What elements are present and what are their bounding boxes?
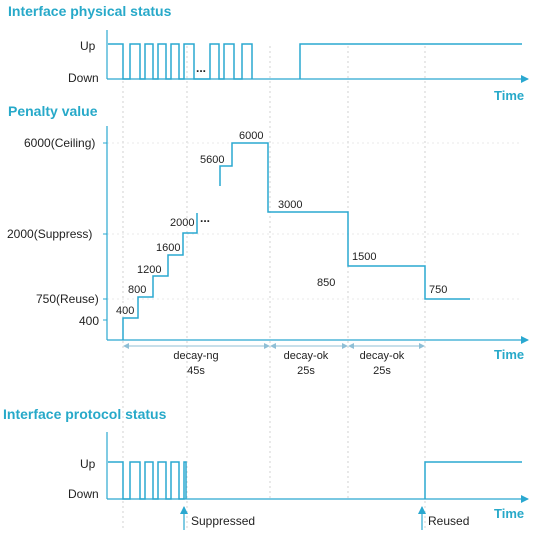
protocol-reused-up-line	[424, 461, 522, 499]
penalty-panel: Penalty value 6000(Ceiling) 2000(Suppres…	[7, 103, 529, 377]
penalty-time-label: Time	[494, 347, 524, 362]
physical-ellipsis: ...	[196, 61, 206, 75]
suppress-label: 2000(Suppress)	[7, 227, 92, 241]
step-label-750: 750	[429, 284, 447, 296]
protocol-up-label: Up	[80, 457, 96, 471]
phase-2-duration: 25s	[297, 365, 315, 377]
physical-time-label: Time	[494, 88, 524, 103]
protocol-down-label: Down	[68, 487, 99, 501]
physical-up-label: Up	[80, 39, 96, 53]
suppressed-label: Suppressed	[191, 514, 255, 528]
protocol-status-title: Interface protocol status	[3, 406, 167, 422]
step-label-1200: 1200	[137, 264, 161, 276]
phase-1-duration: 45s	[187, 365, 205, 377]
penalty-high-segment	[219, 142, 470, 300]
step-label-1600: 1600	[156, 242, 180, 254]
protocol-time-label: Time	[494, 506, 524, 521]
vertical-guides	[122, 46, 426, 530]
physical-status-panel: Interface physical status Up Down ... Ti…	[8, 3, 529, 103]
protocol-flap-waveform	[108, 461, 187, 500]
reuse-label: 750(Reuse)	[36, 292, 99, 306]
physical-stable-up-line	[299, 43, 522, 79]
step-label-6000: 6000	[239, 130, 263, 142]
phase-3-duration: 25s	[373, 365, 391, 377]
phase-3-name: decay-ok	[360, 350, 405, 362]
step-label-5600: 5600	[200, 154, 224, 166]
penalty-staircase-rise	[122, 213, 198, 340]
penalty-base-label: 400	[79, 314, 99, 328]
ceiling-label: 6000(Ceiling)	[24, 136, 95, 150]
step-label-850: 850	[317, 277, 335, 289]
step-label-2000: 2000	[170, 217, 194, 229]
step-label-3000: 3000	[278, 199, 302, 211]
physical-status-title: Interface physical status	[8, 3, 172, 19]
phase-2-name: decay-ok	[284, 350, 329, 362]
physical-flap-waveform	[108, 43, 253, 80]
phase-1-name: decay-ng	[173, 350, 218, 362]
step-label-400: 400	[116, 305, 134, 317]
penalty-title: Penalty value	[8, 103, 98, 119]
penalty-ellipsis: ...	[200, 211, 210, 225]
step-label-800: 800	[128, 284, 146, 296]
step-label-1500: 1500	[352, 251, 376, 263]
protocol-status-panel: Interface protocol status Up Down Suppre…	[3, 406, 529, 530]
reused-label: Reused	[428, 514, 469, 528]
physical-down-label: Down	[68, 71, 99, 85]
